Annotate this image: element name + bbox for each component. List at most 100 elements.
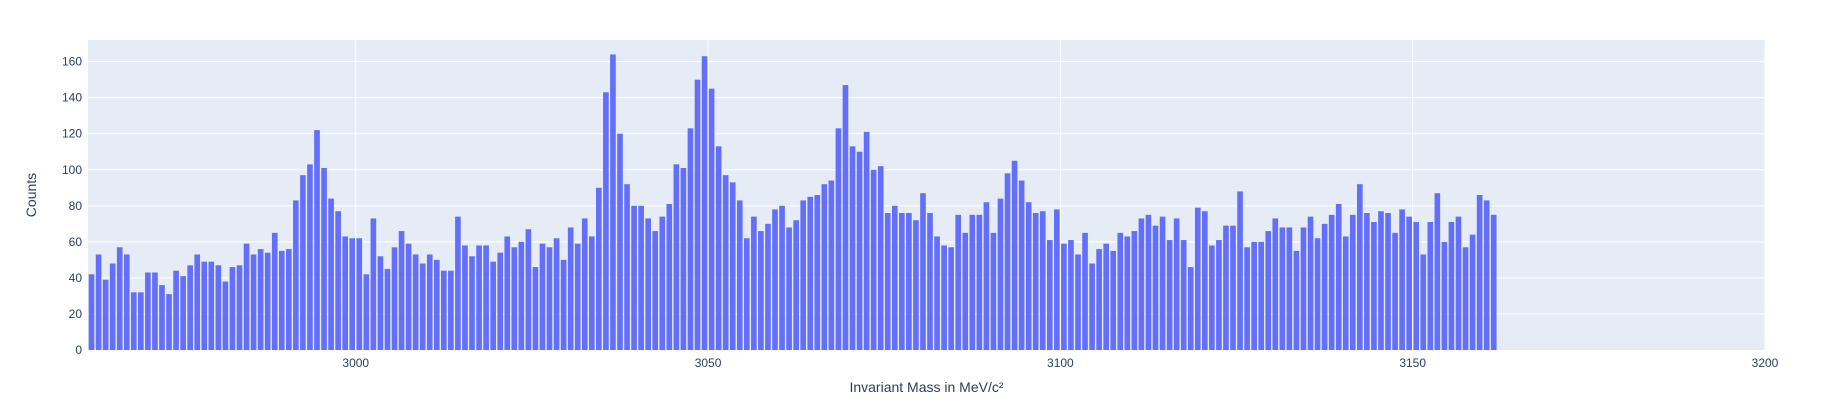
histogram-bar <box>1145 214 1152 350</box>
histogram-bar <box>638 205 644 350</box>
histogram-bar <box>377 256 384 350</box>
x-tick-label: 3050 <box>695 356 722 370</box>
histogram-bar <box>1462 247 1469 350</box>
histogram-bar <box>391 247 398 350</box>
histogram-bar <box>1039 211 1046 350</box>
histogram-bar <box>1286 227 1293 350</box>
histogram-bar <box>222 281 229 350</box>
histogram-bar <box>123 254 130 350</box>
histogram-bar <box>138 292 144 350</box>
histogram-bar <box>765 223 771 350</box>
histogram-bar <box>1209 245 1215 350</box>
histogram-bar <box>1194 207 1201 350</box>
x-axis-ticks: 3000 3050 3100 3150 3200 <box>342 356 1778 370</box>
x-tick-label: 3100 <box>1047 356 1074 370</box>
histogram-bar <box>983 202 990 350</box>
histogram-bar <box>610 54 616 351</box>
histogram-bar <box>490 261 496 350</box>
histogram-bar <box>539 243 546 350</box>
histogram-bar <box>1399 209 1405 350</box>
histogram-bar <box>130 292 137 350</box>
histogram-bar <box>715 146 722 350</box>
histogram-bar <box>1258 241 1265 350</box>
y-tick-label: 120 <box>62 127 82 141</box>
histogram-bar <box>1159 216 1166 350</box>
histogram-bar <box>1103 243 1109 350</box>
histogram-bar <box>335 211 341 350</box>
histogram-bar <box>278 250 285 350</box>
histogram-bar <box>1314 238 1321 350</box>
histogram-bar <box>687 128 694 350</box>
histogram-bar <box>1025 202 1032 350</box>
histogram-bar <box>1385 213 1391 350</box>
histogram-bar <box>744 238 750 350</box>
histogram-bar <box>849 146 856 350</box>
histogram-bar <box>257 249 264 350</box>
histogram-bar <box>1392 232 1398 350</box>
histogram-bar <box>560 259 567 350</box>
histogram-bar <box>1152 225 1159 350</box>
histogram-bar <box>1490 214 1497 350</box>
histogram-bar <box>624 184 630 350</box>
histogram-bar <box>1096 249 1102 350</box>
histogram-bar <box>426 254 433 350</box>
histogram-bar <box>1082 232 1088 350</box>
histogram-bar <box>574 243 581 350</box>
histogram-bar <box>1448 222 1455 350</box>
histogram-bar <box>1307 216 1314 350</box>
histogram-bar <box>1054 209 1060 350</box>
histogram-bar <box>1364 213 1370 350</box>
histogram-bar <box>1075 254 1081 350</box>
histogram-bar <box>814 195 821 350</box>
histogram-bar <box>955 214 962 350</box>
y-tick-label: 100 <box>62 163 82 177</box>
histogram-bar <box>441 270 447 350</box>
histogram-bar <box>271 232 278 350</box>
histogram-bar <box>1131 231 1138 350</box>
histogram-bar <box>208 261 215 350</box>
histogram-bar <box>1230 225 1236 350</box>
histogram-bar <box>1018 180 1025 350</box>
histogram-bar <box>1321 223 1328 350</box>
histogram-bar <box>1293 250 1300 350</box>
histogram-bar <box>180 276 186 350</box>
histogram-bar <box>927 213 933 350</box>
histogram-bar <box>532 267 539 350</box>
histogram-bar <box>617 133 623 350</box>
histogram-bar <box>920 193 926 350</box>
histogram-bar <box>1138 218 1145 350</box>
histogram-bar <box>645 218 651 350</box>
histogram-bar <box>300 175 306 350</box>
y-tick-label: 0 <box>75 343 82 357</box>
histogram-bar <box>941 245 947 350</box>
y-tick-label: 160 <box>62 55 82 69</box>
histogram-bar <box>603 92 609 351</box>
x-tick-label: 3000 <box>342 356 369 370</box>
histogram-bar <box>962 232 969 350</box>
y-tick-label: 20 <box>69 307 83 321</box>
histogram-bar <box>694 79 701 351</box>
y-tick-label: 40 <box>69 271 83 285</box>
histogram-bar <box>673 164 680 350</box>
histogram-bar <box>145 272 151 350</box>
histogram-bar <box>109 263 116 350</box>
histogram-bar <box>856 151 863 350</box>
histogram-bar <box>88 274 95 350</box>
x-tick-label: 3200 <box>1752 356 1779 370</box>
histogram-bar <box>314 130 320 350</box>
gridlines <box>88 40 1766 350</box>
histogram-bar <box>1068 240 1074 350</box>
histogram-bar <box>666 204 673 350</box>
histogram-bar <box>1441 241 1448 350</box>
histogram-bar <box>828 180 835 350</box>
y-tick-label: 140 <box>62 91 82 105</box>
histogram-bar <box>1117 232 1124 350</box>
histogram-bar <box>511 247 518 350</box>
histogram-bar <box>708 88 715 350</box>
histogram-bar <box>1413 222 1420 350</box>
histogram-bar <box>525 229 532 350</box>
histogram-bar <box>173 270 179 350</box>
histogram-bar <box>1244 247 1250 350</box>
histogram-bar <box>433 259 440 350</box>
